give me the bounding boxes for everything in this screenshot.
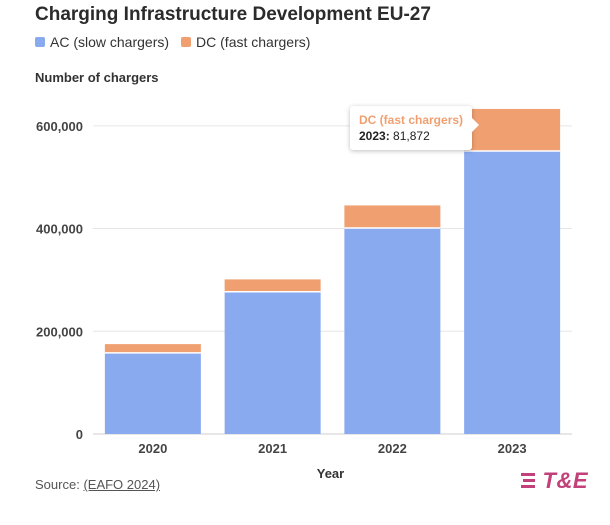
legend-item-dc[interactable]: DC (fast chargers): [181, 34, 310, 50]
tooltip-year: 2023:: [359, 129, 390, 143]
chart-tooltip: DC (fast chargers) 2023: 81,872: [350, 106, 480, 150]
x-tick-label: 2021: [258, 441, 287, 456]
logo-stripes-icon: [520, 473, 535, 488]
y-tick-label: 400,000: [36, 222, 83, 237]
y-axis-label: Number of chargers: [35, 70, 159, 85]
y-tick-label: 200,000: [36, 324, 83, 339]
x-tick-label: 2023: [498, 441, 527, 456]
logo-text: T&E: [542, 468, 588, 493]
bar-ac[interactable]: [224, 291, 321, 434]
legend: AC (slow chargers) DC (fast chargers): [35, 34, 310, 50]
bar-dc[interactable]: [344, 205, 441, 229]
bar-dc[interactable]: [224, 279, 321, 292]
source-note: Source: (EAFO 2024): [35, 477, 160, 492]
y-tick-label: 600,000: [36, 119, 83, 134]
legend-item-ac[interactable]: AC (slow chargers): [35, 34, 169, 50]
source-prefix: Source:: [35, 477, 80, 492]
x-tick-label: 2022: [378, 441, 407, 456]
x-tick-label: 2020: [138, 441, 167, 456]
tooltip-value: 81,872: [393, 129, 430, 143]
legend-label-dc: DC (fast chargers): [196, 34, 311, 50]
bar-dc[interactable]: [104, 344, 201, 353]
te-logo: T&E: [520, 468, 589, 494]
y-tick-label: 0: [76, 427, 83, 442]
chart-title: Charging Infrastructure Development EU-2…: [35, 4, 431, 25]
legend-swatch-ac: [35, 37, 45, 47]
bar-ac[interactable]: [344, 228, 441, 434]
tooltip-series: DC (fast chargers): [359, 113, 464, 127]
bar-dc[interactable]: [464, 108, 561, 151]
bar-ac[interactable]: [464, 150, 561, 434]
legend-swatch-dc: [181, 37, 192, 47]
source-link[interactable]: (EAFO 2024): [83, 477, 161, 492]
x-axis-label: Year: [317, 466, 344, 481]
legend-label-ac: AC (slow chargers): [50, 34, 170, 50]
bar-ac[interactable]: [104, 352, 201, 434]
